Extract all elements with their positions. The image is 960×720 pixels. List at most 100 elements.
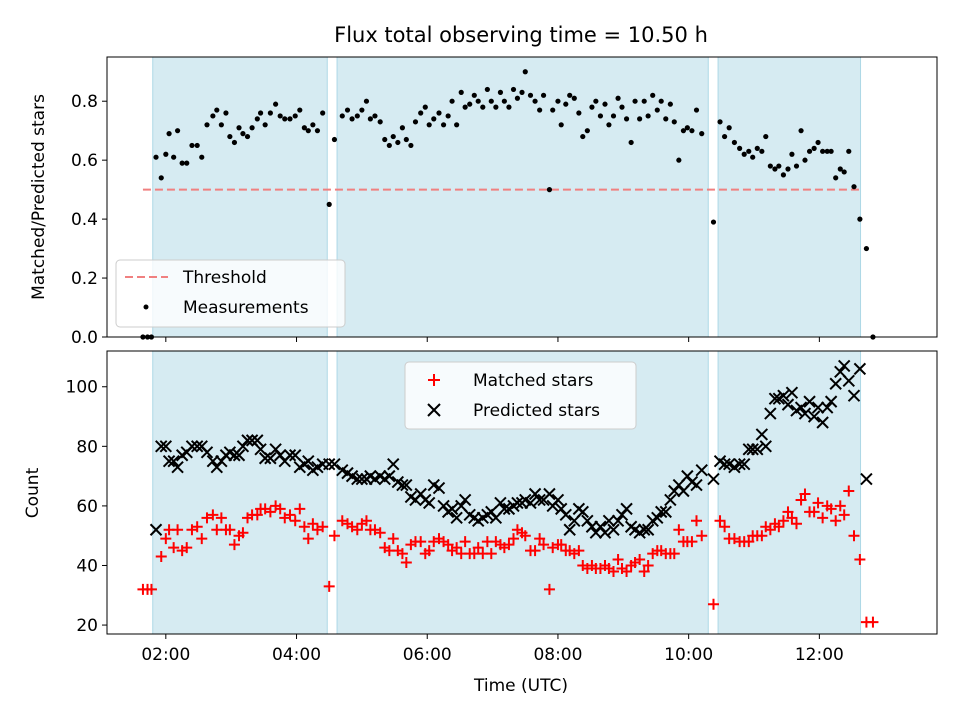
matched-point-52 (387, 533, 399, 545)
matched-point-13 (201, 512, 213, 524)
measurement-point-131 (746, 148, 752, 154)
measurement-point-119 (680, 128, 687, 134)
measurement-point-35 (301, 125, 307, 131)
measurement-point-121 (689, 128, 695, 134)
count-y-label: Count (23, 467, 43, 518)
measurement-point-106 (623, 116, 630, 122)
predicted-point-113 (664, 493, 677, 507)
matched-point-40 (328, 530, 340, 542)
predicted-point-134 (768, 392, 782, 405)
predicted-point-131 (755, 428, 769, 441)
measurement-point-45 (354, 113, 360, 119)
measurement-point-103 (610, 113, 617, 119)
predicted-point-129 (746, 443, 759, 456)
matched-point-138 (777, 515, 789, 527)
measurement-point-6 (166, 131, 172, 137)
measurement-point-125 (717, 119, 723, 125)
figure-title: Flux total observing time = 10.50 h (334, 23, 708, 47)
matched-point-21 (237, 527, 249, 539)
measurement-point-89 (550, 107, 556, 113)
measurement-point-129 (737, 145, 743, 151)
predicted-point-0 (149, 523, 163, 536)
measurement-point-3 (153, 154, 159, 160)
matched-point-116 (668, 548, 680, 560)
ratio-window-1 (336, 56, 709, 338)
measurement-point-39 (320, 110, 326, 116)
predicted-point-25 (264, 452, 277, 465)
measurement-point-156 (857, 216, 863, 222)
matched-point-142 (795, 494, 807, 506)
count-xtick-label-1: 04:00 (272, 645, 321, 665)
measurement-point-88 (546, 187, 553, 193)
measurement-point-54 (395, 139, 401, 146)
measurement-point-46 (359, 107, 365, 113)
matched-point-2 (145, 583, 157, 595)
matched-point-7 (172, 524, 184, 536)
predicted-point-120 (695, 463, 708, 477)
matched-point-44 (351, 524, 363, 536)
measurement-point-126 (721, 133, 728, 140)
matched-point-102 (607, 565, 619, 577)
predicted-point-111 (654, 505, 668, 519)
legend-predicted-label: Predicted stars (473, 401, 600, 421)
matched-point-34 (298, 521, 310, 533)
measurement-point-145 (806, 148, 813, 154)
measurement-point-150 (828, 148, 834, 154)
measurement-point-91 (558, 122, 564, 128)
measurement-point-114 (658, 98, 664, 104)
predicted-point-140 (794, 401, 808, 414)
predicted-point-143 (807, 410, 821, 423)
measurement-point-141 (789, 151, 795, 157)
predicted-point-103 (620, 502, 633, 516)
matched-point-39 (323, 580, 335, 592)
measurement-point-50 (377, 119, 383, 125)
matched-point-79 (508, 533, 520, 545)
predicted-point-52 (396, 478, 409, 492)
ratio-window-2 (717, 56, 862, 338)
matched-point-108 (634, 554, 646, 566)
matched-point-38 (317, 521, 329, 533)
legend-predicted-swatch (427, 403, 441, 417)
measurement-point-84 (527, 92, 534, 98)
measurement-point-41 (331, 136, 338, 143)
predicted-point-98 (598, 526, 612, 539)
predicted-point-3 (162, 455, 176, 468)
matched-point-18 (224, 524, 236, 536)
matched-point-54 (396, 548, 408, 560)
matched-point-153 (843, 485, 855, 497)
predicted-point-37 (322, 457, 336, 471)
predicted-point-42 (351, 472, 364, 486)
measurement-point-123 (699, 131, 705, 137)
predicted-point-75 (498, 502, 511, 516)
measurement-point-49 (372, 113, 378, 119)
predicted-point-154 (860, 472, 873, 486)
measurement-point-66 (449, 98, 455, 104)
measurement-point-140 (785, 166, 791, 172)
measurement-point-59 (418, 110, 424, 116)
count-x-axis: 02:00 04:00 06:00 08:00 10:00 12:00 (141, 634, 844, 665)
measurement-point-120 (684, 125, 690, 131)
measurement-point-95 (576, 110, 582, 116)
measurement-point-102 (606, 122, 612, 128)
predicted-point-83 (533, 493, 546, 507)
measurement-point-128 (731, 139, 738, 146)
measurement-point-20 (231, 139, 238, 146)
measurement-point-61 (426, 122, 432, 128)
matched-point-84 (529, 545, 541, 557)
measurement-point-104 (615, 95, 621, 101)
legend-measurement-label: Measurements (183, 298, 309, 318)
measurement-point-9 (179, 160, 185, 166)
measurement-point-60 (422, 104, 428, 110)
count-xtick-label-3: 08:00 (533, 645, 582, 665)
predicted-point-90 (563, 523, 576, 536)
predicted-point-4 (167, 455, 180, 468)
measurement-point-100 (597, 113, 604, 119)
predicted-point-81 (524, 496, 537, 510)
matched-point-60 (423, 545, 435, 557)
matched-point-146 (812, 497, 824, 509)
matched-point-85 (534, 533, 546, 545)
predicted-point-85 (543, 487, 556, 501)
measurement-point-71 (471, 92, 477, 98)
matched-point-130 (743, 536, 755, 548)
predicted-point-123 (718, 457, 731, 471)
